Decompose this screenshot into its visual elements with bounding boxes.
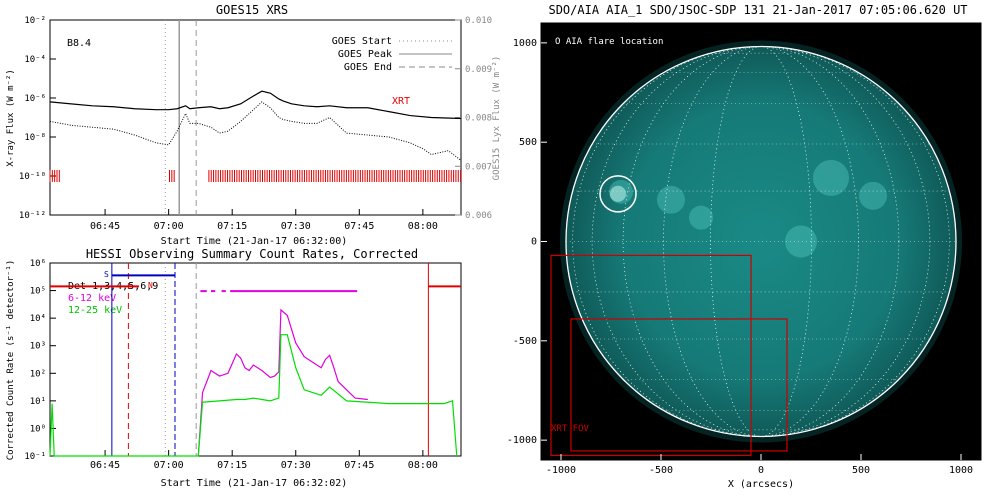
flare-bright-kernel [609,185,627,202]
aia-xtick-label: -1000 [546,465,576,476]
hessi-xtick-label: 07:15 [217,460,247,471]
hessi-xtick-label: 07:00 [154,460,184,471]
goes-title: GOES15 XRS [216,3,288,17]
goes-xtick-label: 07:15 [217,221,247,232]
hessi-plot-frame [49,262,462,457]
active-region-glow [813,159,849,196]
goes-xtick-label: 08:00 [408,221,438,232]
goes-class-label: B8.4 [67,38,91,49]
goes-plot-area: 06:45 07:00 07:15 07:30 07:45 08:00 10⁻¹² 10⁻¹⁰… [19,16,492,232]
active-region-glow [689,205,713,230]
goes-legend: GOES Start GOES Peak GOES End [332,36,452,73]
xrt-fov-box [570,318,788,452]
hessi-flag-n: N [148,281,153,290]
goes-y2tick-label: 0.008 [465,114,492,124]
hessi-flag-s: S [104,270,109,279]
goes-xtick-label: 06:45 [90,221,120,232]
goes-ytick-label: 10⁻⁶ [24,94,46,104]
hessi-xtick-label: 07:45 [344,460,374,471]
hessi-ytick-label: 10⁰ [30,424,46,434]
aia-xtick-label: 0 [758,465,764,476]
goes-short-channel-line [49,101,462,161]
hessi-ytick-label: 10⁻¹ [24,452,46,462]
goes-ytick-label: 10⁻² [24,16,46,26]
goes-ytick-label: 10⁻⁴ [24,55,46,65]
aia-xtick-label: -500 [649,465,673,476]
goes-xtick-label: 07:30 [281,221,311,232]
aia-image-area [550,40,962,457]
hessi-legend-12-25: 12-25 keV [68,305,122,316]
goes-ylabel-left: X-ray Flux (W m⁻²) [6,69,16,167]
active-region-glow [657,185,685,214]
aia-ytick-label: -1000 [507,435,537,446]
active-region-glow [859,181,887,210]
hessi-legend-6-12: 6-12 keV [68,293,116,304]
xrt-fov-box [550,254,752,457]
active-region-glow [785,225,817,258]
aia-xrt-fov-label: XRT FOV [551,424,590,434]
goes-ylabel-right: GOES15 Lyx Flux (W m⁻²) [492,56,502,181]
hessi-xtick-label: 06:45 [90,460,120,471]
hessi-ytick-label: 10² [30,369,46,379]
hessi-6-12kev-line [197,308,368,457]
hessi-ytick-label: 10⁶ [30,259,46,269]
hessi-ytick-label: 10⁴ [30,314,46,324]
hessi-ytick-label: 10¹ [30,397,46,407]
flare-location-circle [599,175,637,213]
legend-goes-end-text: GOES End [344,62,392,73]
aia-axes: -1000 -500 0 500 1000 -1000 -500 0 500 1000 [507,38,973,476]
hessi-plot-area: 06:45 07:00 07:15 07:30 07:45 08:00 10⁻¹ 10⁰ 10¹… [24,259,461,471]
aia-panel: SDO/AIA AIA_1 SDO/JSOC-SDP 131 21-Jan-20… [540,3,982,490]
hessi-xtick-label: 08:00 [408,460,438,471]
goes-ytick-label: 10⁻¹² [19,211,46,221]
goes-xrt-label: XRT [392,96,410,107]
sun-longitude-line [710,46,812,437]
aia-title: SDO/AIA AIA_1 SDO/JSOC-SDP 131 21-Jan-20… [548,3,967,17]
aia-ytick-label: 1000 [513,38,537,49]
sun-longitude-line [591,46,931,437]
hessi-ytick-label: 10³ [30,342,46,352]
legend-goes-peak-text: GOES Peak [338,49,392,60]
hessi-title: HESSI Observing Summary Count Rates, Cor… [86,247,418,261]
goes-y2tick-label: 0.010 [465,16,492,26]
hessi-ylabel: Corrected Count Rate (s⁻¹ detector⁻¹) [6,260,16,460]
sun-disk [566,46,956,437]
goes-xtick-label: 07:45 [344,221,374,232]
goes-plot-frame [49,19,462,216]
goes-long-channel-line [49,90,462,120]
goes-ytick-label: 10⁻⁸ [24,133,46,143]
legend-goes-start-text: GOES Start [332,36,392,47]
goes-ytick-label: 10⁻¹⁰ [19,172,46,182]
aia-ytick-label: 0 [531,237,537,248]
aia-legend: O AIA flare location [555,37,663,47]
hessi-ytick-label: 10⁵ [30,287,46,297]
aia-ytick-label: 500 [519,137,537,148]
hessi-xlabel: Start Time (21-Jan-17 06:32:02) [161,478,348,489]
hessi-xtick-label: 07:30 [281,460,311,471]
goes-y2tick-label: 0.009 [465,65,492,75]
goes-xlabel: Start Time (21-Jan-17 06:32:00) [161,236,348,247]
goes-y2tick-label: 0.006 [465,211,492,221]
hessi-panel: HESSI Observing Summary Count Rates, Cor… [6,247,462,489]
sun-limb [565,45,957,438]
goes-y2tick-label: 0.007 [465,162,492,172]
goes-xtick-label: 07:00 [154,221,184,232]
aia-ytick-label: -500 [513,336,537,347]
aia-xtick-label: 500 [852,465,870,476]
hessi-12-25kev-line [49,334,458,457]
aia-xlabel: X (arcsecs) [728,479,794,490]
goes-panel: GOES15 XRS B8.4 XRT GOES Start GOES Peak… [6,3,502,247]
aia-xtick-label: 1000 [949,465,973,476]
